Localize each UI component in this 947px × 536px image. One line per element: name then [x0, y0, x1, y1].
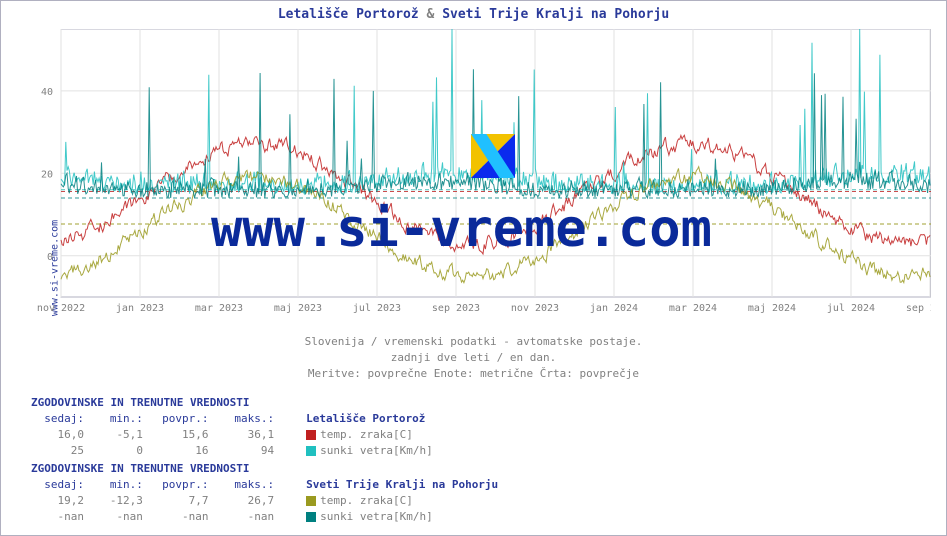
svg-text:jul 2023: jul 2023	[353, 303, 401, 314]
chart-title: Letališče Portorož & Sveti Trije Kralji …	[1, 7, 946, 22]
svg-text:jan 2023: jan 2023	[116, 303, 164, 314]
stats-value: 15,6	[149, 427, 215, 443]
stats-col-label: maks.:	[215, 477, 281, 493]
svg-text:mar 2024: mar 2024	[669, 303, 717, 314]
svg-text:40: 40	[41, 87, 53, 98]
stats-value: 36,1	[215, 427, 281, 443]
stats-value: -nan	[90, 509, 149, 525]
caption-line-2: zadnji dve leti / en dan.	[1, 351, 946, 364]
station-name: Letališče Portorož	[306, 411, 439, 427]
svg-text:jul 2024: jul 2024	[827, 303, 875, 314]
stats-value: 7,7	[149, 493, 215, 509]
stats-value: 0	[90, 443, 149, 459]
stats-heading: ZGODOVINSKE IN TRENUTNE VREDNOSTI	[31, 461, 504, 477]
stats-block-portoroz: ZGODOVINSKE IN TRENUTNE VREDNOSTIsedaj:m…	[31, 395, 439, 459]
stats-value: -nan	[215, 509, 281, 525]
line-chart: nov 2022 jan 2023 mar 2023 maj 2023 jul 2023…	[31, 29, 931, 319]
stats-value: -nan	[31, 509, 90, 525]
title-station-a: Letališče Portorož	[278, 7, 419, 22]
stats-value: -5,1	[90, 427, 149, 443]
svg-text:jan 2024: jan 2024	[590, 303, 638, 314]
stats-value: 26,7	[215, 493, 281, 509]
stats-heading: ZGODOVINSKE IN TRENUTNE VREDNOSTI	[31, 395, 439, 411]
stats-value: -nan	[149, 509, 215, 525]
series-swatch	[306, 430, 316, 440]
svg-text:20: 20	[41, 169, 53, 180]
stats-col-label: povpr.:	[149, 411, 215, 427]
series-label: sunki vetra[Km/h]	[306, 509, 504, 525]
series-swatch	[306, 446, 316, 456]
stats-value: -12,3	[90, 493, 149, 509]
svg-text:mar 2023: mar 2023	[195, 303, 243, 314]
stats-col-label: maks.:	[215, 411, 281, 427]
caption-line-3: Meritve: povprečne Enote: metrične Črta:…	[1, 367, 946, 380]
series-swatch	[306, 512, 316, 522]
stats-value: 19,2	[31, 493, 90, 509]
series-swatch	[306, 496, 316, 506]
caption-line-1: Slovenija / vremenski podatki - avtomats…	[1, 335, 946, 348]
svg-text:nov 2023: nov 2023	[511, 303, 559, 314]
svg-text:0: 0	[47, 252, 53, 263]
stats-value: 25	[31, 443, 90, 459]
stats-col-label: sedaj:	[31, 411, 90, 427]
series-label: sunki vetra[Km/h]	[306, 443, 439, 459]
svg-text:maj 2024: maj 2024	[748, 303, 796, 314]
stats-value: 16,0	[31, 427, 90, 443]
chart-container: www.si-vreme.com Letališče Portorož & Sv…	[0, 0, 947, 536]
plot-area: nov 2022jan 2023mar 2023maj 2023jul 2023…	[61, 29, 931, 319]
stats-block-pohorje: ZGODOVINSKE IN TRENUTNE VREDNOSTIsedaj:m…	[31, 461, 504, 525]
stats-col-label: povpr.:	[149, 477, 215, 493]
svg-text:nov 2022: nov 2022	[37, 303, 85, 314]
stats-value: 94	[215, 443, 281, 459]
series-label: temp. zraka[C]	[306, 427, 439, 443]
stats-col-label: min.:	[90, 411, 149, 427]
svg-text:sep 2024: sep 2024	[906, 303, 931, 314]
title-sep: &	[419, 7, 442, 22]
svg-text:maj 2023: maj 2023	[274, 303, 322, 314]
series-label: temp. zraka[C]	[306, 493, 504, 509]
title-station-b: Sveti Trije Kralji na Pohorju	[442, 7, 669, 22]
stats-col-label: min.:	[90, 477, 149, 493]
svg-text:sep 2023: sep 2023	[432, 303, 480, 314]
station-name: Sveti Trije Kralji na Pohorju	[306, 477, 504, 493]
stats-col-label: sedaj:	[31, 477, 90, 493]
stats-value: 16	[149, 443, 215, 459]
